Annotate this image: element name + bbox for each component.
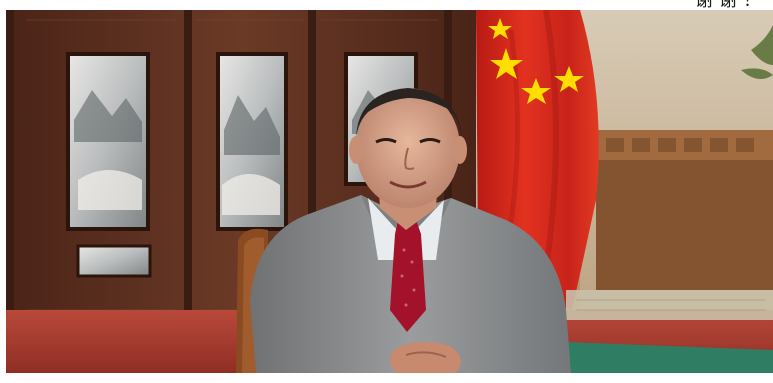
caption-strip: 谢谢！	[0, 0, 773, 10]
hands	[389, 341, 461, 373]
scene-illustration	[6, 10, 773, 373]
floor-pattern	[566, 290, 773, 320]
caption-text: 谢谢！	[695, 0, 767, 10]
photo-scene	[6, 10, 773, 373]
tie	[390, 220, 426, 332]
painting-small	[76, 244, 152, 278]
plant-leaves	[741, 25, 773, 79]
speaker-figure	[250, 88, 571, 373]
flag-stars	[488, 18, 584, 104]
